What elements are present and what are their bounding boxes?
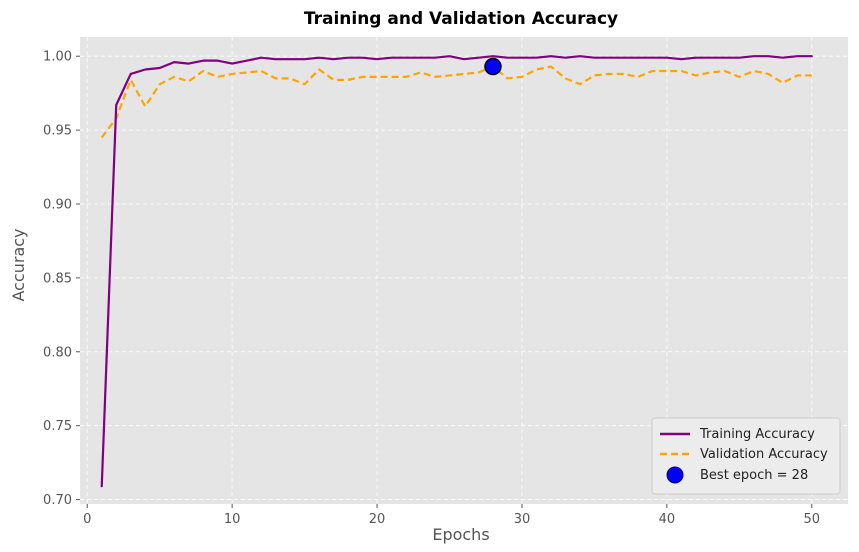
x-tick-label: 50 <box>804 512 821 527</box>
best-epoch-marker <box>484 57 502 76</box>
y-tick-label: 1.00 <box>43 50 72 65</box>
legend-box <box>651 417 841 495</box>
y-tick-label: 0.80 <box>43 345 72 360</box>
grid <box>80 37 848 504</box>
y-tick-label: 0.75 <box>43 419 72 434</box>
ticks: 0 10 20 30 40 50 0.70 0.75 0.80 0.85 0.90 0.95 1.00 <box>43 50 820 527</box>
legend-label-validation: Validation Accuracy <box>700 447 828 462</box>
legend: Training Accuracy Validation Accuracy Be… <box>651 417 841 495</box>
x-tick-label: 10 <box>224 512 241 527</box>
legend-swatch-best-epoch <box>666 466 684 484</box>
x-tick-label: 20 <box>369 512 386 527</box>
y-axis-label: Accuracy <box>9 228 28 301</box>
legend-label-best-epoch: Best epoch = 28 <box>700 468 808 483</box>
x-tick-label: 30 <box>514 512 531 527</box>
legend-label-training: Training Accuracy <box>699 427 815 442</box>
training-accuracy-line <box>100 55 813 488</box>
y-tick-label: 0.70 <box>43 493 72 508</box>
x-tick-label: 40 <box>659 512 676 527</box>
x-axis-label: Epochs <box>432 525 489 544</box>
x-tick-label: 0 <box>83 512 91 527</box>
y-tick-label: 0.85 <box>43 271 72 286</box>
y-tick-label: 0.95 <box>43 124 72 139</box>
y-tick-label: 0.90 <box>43 197 72 212</box>
chart-title: Training and Validation Accuracy <box>304 9 618 29</box>
validation-accuracy-line <box>100 65 812 139</box>
series-layer <box>100 55 813 488</box>
